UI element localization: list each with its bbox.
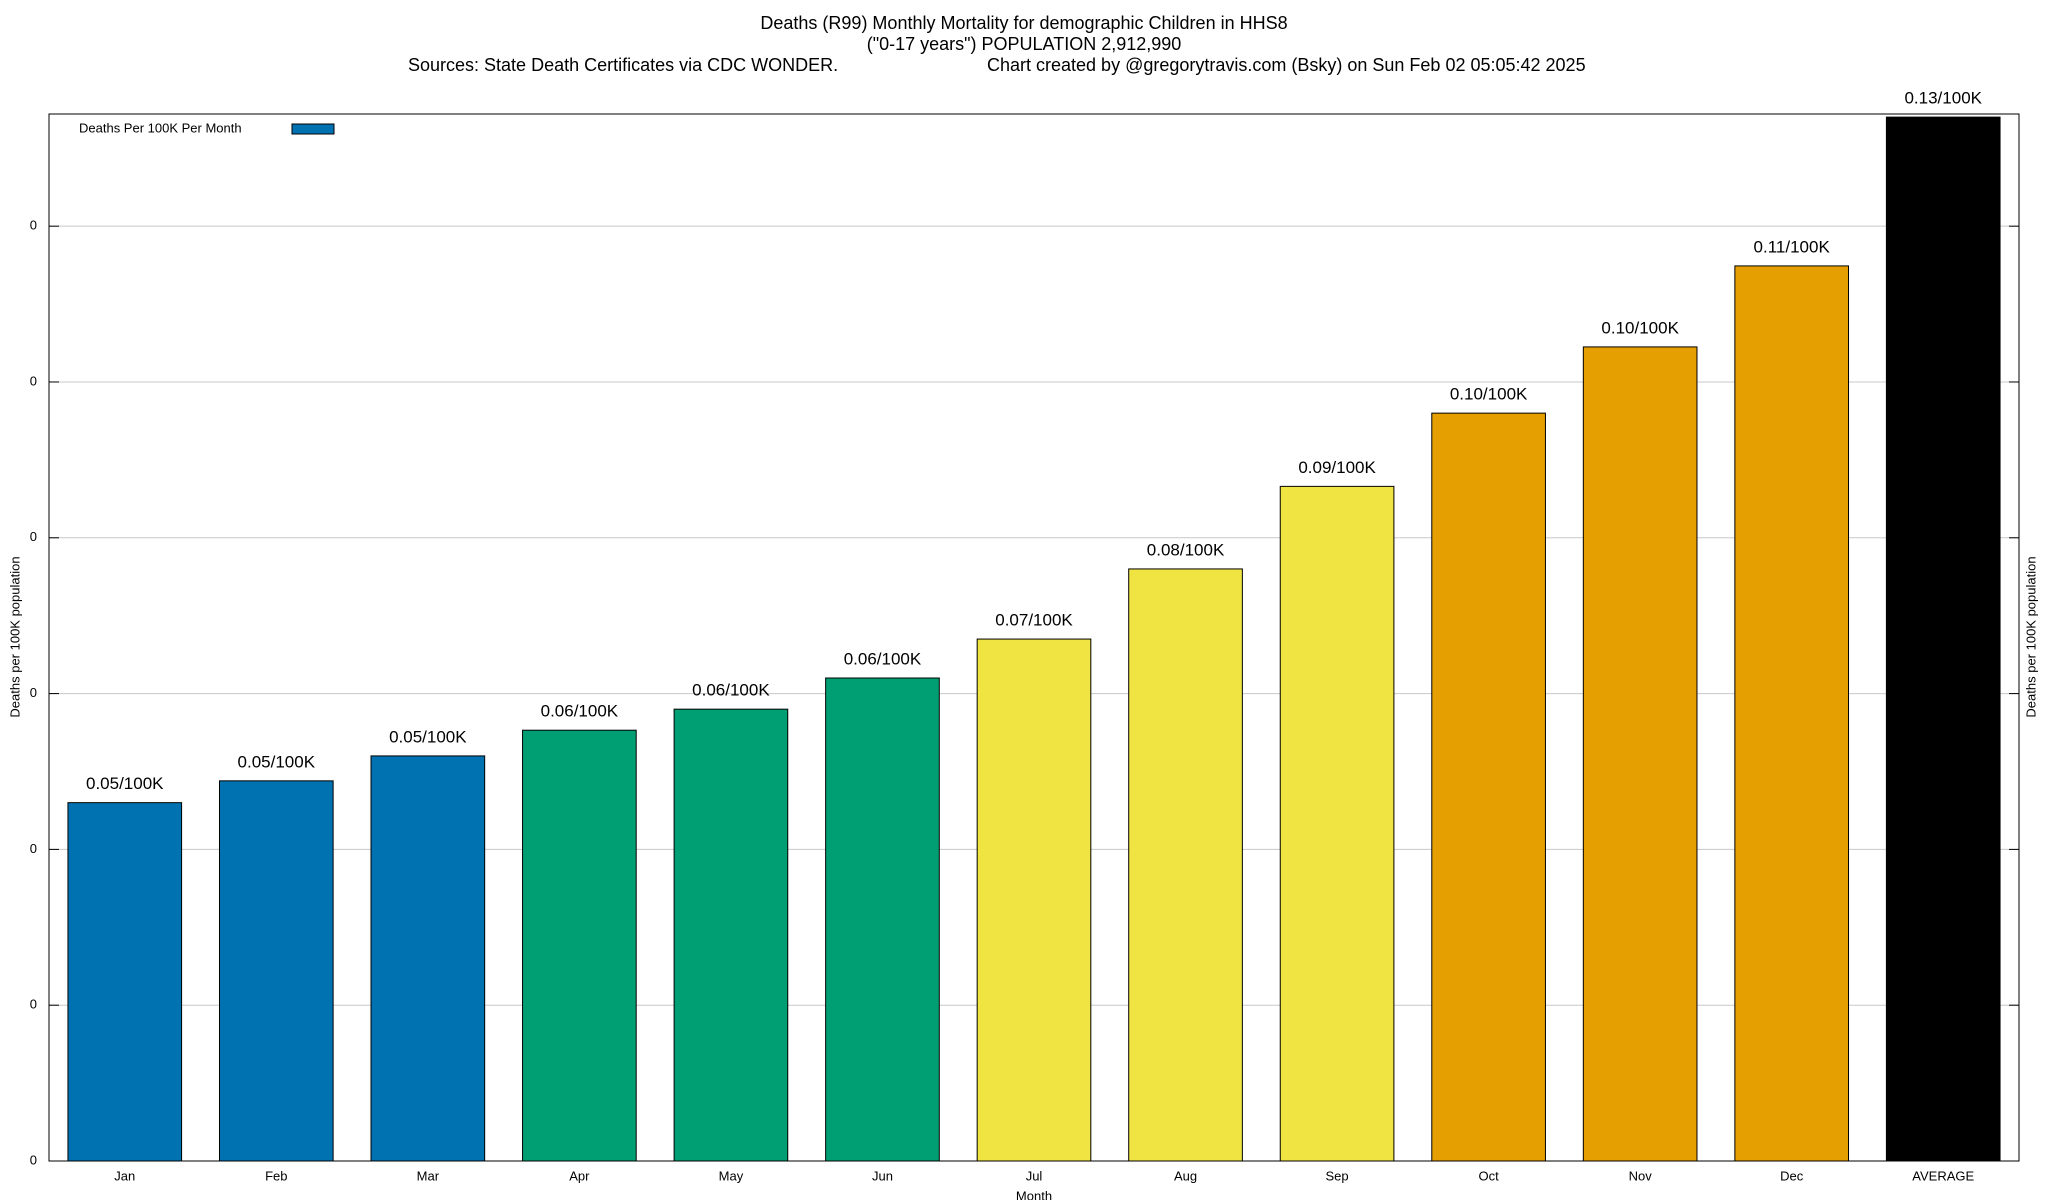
- data-label: 0.10/100K: [1450, 385, 1528, 404]
- y-tick-label: 0: [30, 373, 37, 388]
- y-tick-label: 0: [30, 841, 37, 856]
- x-tick-label: Feb: [265, 1168, 287, 1183]
- x-tick-label: Dec: [1780, 1168, 1804, 1183]
- data-label: 0.08/100K: [1147, 540, 1225, 559]
- bar: [976, 638, 1092, 1162]
- bar: [1582, 346, 1698, 1162]
- legend-label: Deaths Per 100K Per Month: [79, 120, 242, 135]
- chart-title: Deaths (R99) Monthly Mortality for demog…: [760, 13, 1287, 33]
- y-tick-label: 0: [30, 218, 37, 233]
- bar: [1734, 265, 1850, 1162]
- bar: [218, 780, 334, 1162]
- bar: [370, 755, 486, 1162]
- x-tick-label: Aug: [1174, 1168, 1197, 1183]
- data-label: 0.06/100K: [541, 702, 619, 721]
- x-tick-label: AVERAGE: [1912, 1168, 1974, 1183]
- legend-swatch: [291, 123, 335, 135]
- x-tick-label: May: [719, 1168, 744, 1183]
- chart-subtitle: ("0-17 years") POPULATION 2,912,990: [867, 34, 1182, 54]
- data-label: 0.07/100K: [995, 611, 1073, 630]
- x-axis-label: Month: [1016, 1188, 1052, 1200]
- x-tick-label: Mar: [417, 1168, 440, 1183]
- data-label: 0.13/100K: [1904, 89, 1982, 108]
- bar: [1885, 116, 2001, 1162]
- x-tick-label: Jun: [872, 1168, 893, 1183]
- x-tick-label: Jan: [114, 1168, 135, 1183]
- data-label: 0.05/100K: [238, 752, 316, 771]
- bar: [67, 802, 183, 1162]
- y-tick-label: 0: [30, 1152, 37, 1167]
- bar: [673, 708, 789, 1162]
- y2-axis-label: Deaths per 100K population: [2023, 556, 2038, 717]
- y-tick-label: 0: [30, 997, 37, 1012]
- bar: [825, 677, 940, 1162]
- data-label: 0.06/100K: [844, 649, 922, 668]
- x-tick-label: Oct: [1478, 1168, 1499, 1183]
- data-label: 0.09/100K: [1298, 458, 1376, 477]
- sources: Sources: State Death Certificates via CD…: [408, 55, 838, 75]
- x-tick-label: Apr: [569, 1168, 590, 1183]
- data-label: 0.05/100K: [389, 727, 467, 746]
- data-label: 0.10/100K: [1601, 318, 1679, 337]
- data-label: 0.06/100K: [692, 681, 770, 700]
- x-tick-label: Nov: [1629, 1168, 1653, 1183]
- bar: [1128, 568, 1243, 1162]
- bar: [1431, 412, 1546, 1162]
- data-label: 0.11/100K: [1754, 237, 1831, 256]
- y-tick-label: 0: [30, 685, 37, 700]
- y-tick-label: 0: [30, 529, 37, 544]
- data-label: 0.05/100K: [86, 774, 164, 793]
- plot-frame: [48, 113, 2020, 1162]
- credit: Chart created by @gregorytravis.com (Bsk…: [987, 55, 1586, 75]
- bar: [1279, 485, 1395, 1162]
- x-tick-label: Jul: [1026, 1168, 1043, 1183]
- bar: [522, 729, 637, 1162]
- x-tick-label: Sep: [1326, 1168, 1349, 1183]
- y-axis-label: Deaths per 100K population: [7, 556, 22, 717]
